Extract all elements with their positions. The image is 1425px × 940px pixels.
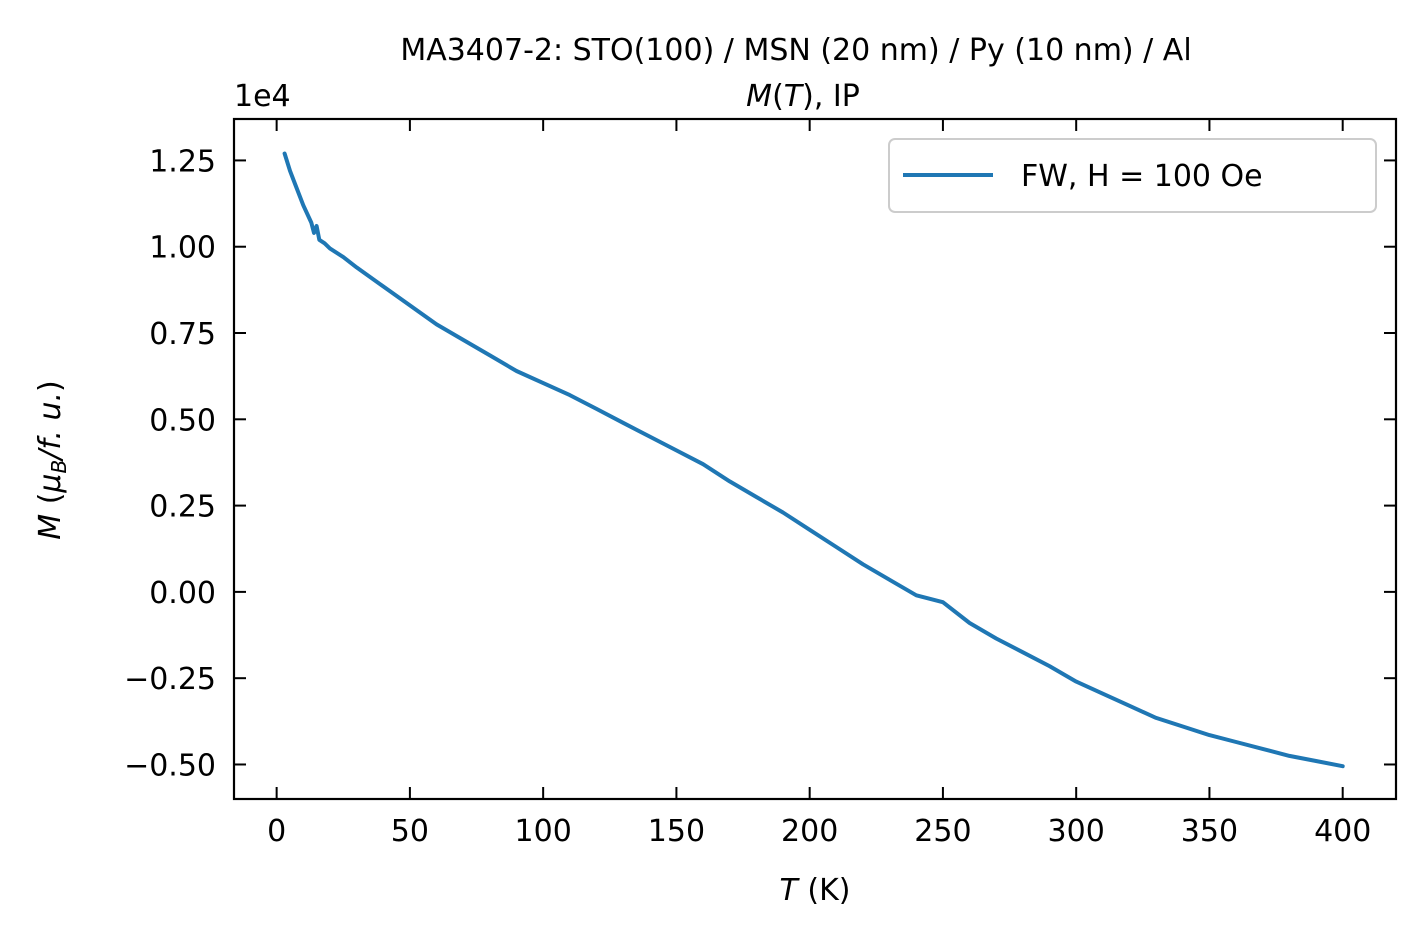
x-tick-label: 50 <box>391 814 429 849</box>
axes-frame <box>232 117 1398 801</box>
title-paren: ( <box>772 79 784 114</box>
x-tick-label: 300 <box>1048 814 1105 849</box>
legend-entry-label: FW, H = 100 Oe <box>1021 159 1263 194</box>
xlabel-rest: (K) <box>798 873 851 908</box>
y-tick-label: −0.50 <box>124 748 216 783</box>
ylabel-slash: / <box>33 447 68 463</box>
title-rest: ), IP <box>802 79 860 114</box>
y-tick-label: 1.25 <box>149 144 216 179</box>
x-tick-label: 100 <box>515 814 572 849</box>
chart-title: MA3407-2: STO(100) / MSN (20 nm) / Py (1… <box>400 33 1191 114</box>
y-axis-label: M (μB/f. u.) <box>33 380 71 539</box>
x-tick-label: 400 <box>1314 814 1371 849</box>
ylabel-mu: μ <box>33 473 68 493</box>
x-axis-label: T (K) <box>780 873 851 908</box>
x-tick-label: 200 <box>781 814 838 849</box>
title-m: M <box>746 79 772 114</box>
ylabel-m: M <box>33 514 68 540</box>
x-tick-label: 250 <box>914 814 971 849</box>
xlabel-t: T <box>780 873 801 908</box>
ylabel-paren: ( <box>33 493 68 514</box>
chart-title-line2: M(T), IP <box>746 79 860 114</box>
y-offset-text: 1e4 <box>234 79 291 114</box>
legend: FW, H = 100 Oe <box>888 138 1377 213</box>
y-tick-label: 0.75 <box>149 317 216 352</box>
title-t: T <box>784 79 805 114</box>
y-tick-label: 0.00 <box>149 576 216 611</box>
axis-ticks: 0 50 100 150 200 250 300 350 400 1.25 1.00 0.75 0.50… <box>124 119 1396 849</box>
ylabel-sub: B <box>47 460 71 474</box>
y-tick-label: 1.00 <box>149 231 216 266</box>
ylabel-close: ) <box>33 380 68 392</box>
x-tick-label: 150 <box>648 814 705 849</box>
plot-area <box>282 151 1345 769</box>
y-tick-label: 0.50 <box>149 403 216 438</box>
x-tick-label: 350 <box>1181 814 1238 849</box>
y-tick-label: −0.25 <box>124 662 216 697</box>
y-tick-label: 0.25 <box>149 490 216 525</box>
ylabel-fu: f. u. <box>33 392 68 450</box>
legend-box <box>888 138 1377 213</box>
chart-title-line1: MA3407-2: STO(100) / MSN (20 nm) / Py (1… <box>400 33 1191 68</box>
x-tick-label: 0 <box>267 814 286 849</box>
series-line <box>282 151 1345 769</box>
